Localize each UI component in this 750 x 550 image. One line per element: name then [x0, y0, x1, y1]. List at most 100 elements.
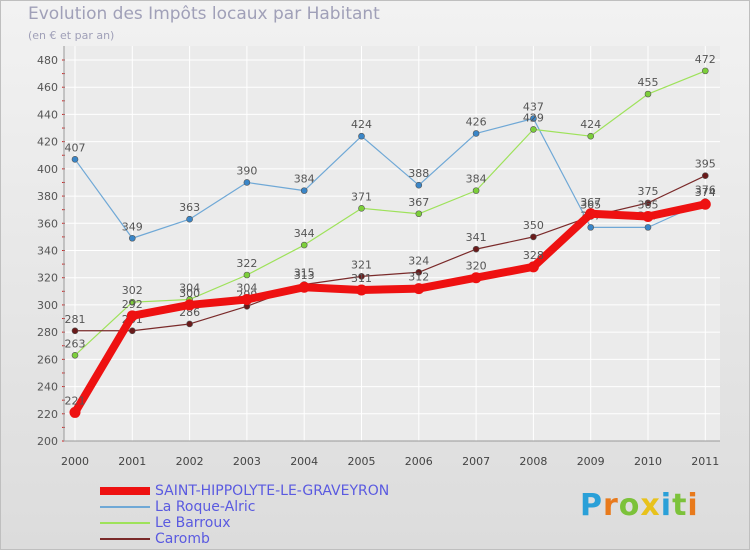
- x-tick-label: 2004: [290, 455, 318, 468]
- data-point: [243, 179, 251, 186]
- data-label: 388: [408, 167, 429, 180]
- data-point: [129, 234, 136, 242]
- data-label: 304: [236, 281, 257, 294]
- y-tick-label: 360: [37, 217, 58, 230]
- logo-letter: i: [687, 488, 699, 523]
- data-point: [530, 233, 537, 241]
- y-tick-label: 440: [37, 108, 58, 121]
- legend-swatch: [100, 487, 150, 495]
- data-point: [241, 293, 253, 305]
- plot-area: [64, 46, 720, 441]
- data-point: [413, 283, 425, 295]
- data-label: 328: [523, 249, 544, 262]
- x-tick-label: 2001: [118, 455, 146, 468]
- legend-swatch: [100, 522, 150, 524]
- series-line: [74, 117, 706, 239]
- data-point: [587, 132, 595, 140]
- data-point: [356, 284, 367, 296]
- y-tick-label: 260: [37, 353, 58, 366]
- data-point: [644, 90, 652, 98]
- data-label: 429: [523, 111, 544, 124]
- data-label: 321: [351, 258, 372, 271]
- data-point: [358, 273, 365, 280]
- x-tick-label: 2009: [577, 455, 605, 468]
- logo-letter: P: [580, 488, 603, 523]
- data-point: [527, 261, 539, 273]
- data-label: 304: [179, 281, 200, 294]
- data-label: 312: [408, 271, 429, 284]
- data-label: 424: [351, 118, 372, 131]
- data-label: 371: [351, 190, 372, 203]
- data-label: 350: [523, 219, 544, 232]
- legend-label: SAINT-HIPPOLYTE-LE-GRAVEYRON: [155, 483, 390, 499]
- data-label: 375: [638, 185, 659, 198]
- data-point: [358, 205, 365, 212]
- data-point: [701, 67, 709, 75]
- logo-letter: r: [603, 488, 619, 523]
- data-point: [587, 224, 595, 231]
- data-label: 367: [580, 196, 601, 209]
- data-point: [71, 351, 79, 359]
- data-label: 367: [408, 196, 429, 209]
- data-label: 341: [466, 231, 487, 244]
- x-tick-label: 2000: [61, 455, 89, 468]
- y-tick-label: 340: [37, 245, 58, 258]
- data-point: [298, 281, 310, 293]
- data-point: [530, 126, 537, 133]
- series-line: [74, 70, 706, 356]
- data-label: 374: [695, 186, 716, 199]
- proxiti-logo: Proxiti: [580, 488, 699, 523]
- y-tick-label: 460: [37, 81, 58, 94]
- data-point: [71, 327, 79, 335]
- y-tick-label: 240: [37, 381, 58, 394]
- y-tick-label: 320: [37, 272, 58, 285]
- chart-subtitle: (en € et par an): [28, 29, 115, 42]
- data-label: 300: [179, 287, 200, 300]
- data-point: [300, 187, 308, 194]
- data-point: [126, 310, 138, 322]
- data-label: 315: [294, 267, 315, 280]
- data-label: 472: [695, 53, 716, 66]
- y-tick-label: 280: [37, 326, 58, 339]
- data-label: 302: [122, 284, 143, 297]
- x-tick-label: 2003: [233, 455, 261, 468]
- x-tick-label: 2008: [519, 455, 547, 468]
- data-point: [530, 115, 537, 122]
- data-point: [644, 224, 652, 231]
- data-point: [699, 198, 711, 210]
- data-label: 407: [65, 141, 86, 154]
- data-point: [585, 208, 597, 220]
- legend-label: Caromb: [155, 531, 210, 547]
- logo-letter: i: [660, 488, 673, 523]
- data-label: 263: [65, 337, 86, 350]
- y-tick-label: 400: [37, 163, 58, 176]
- x-tick-label: 2010: [634, 455, 662, 468]
- data-label: 320: [466, 260, 487, 273]
- legend-swatch: [100, 538, 150, 540]
- y-tick-label: 300: [37, 299, 58, 312]
- data-label: 365: [580, 198, 601, 211]
- logo-letter: t: [672, 488, 688, 523]
- series-line: [71, 200, 710, 417]
- logo-letter: o: [618, 488, 641, 523]
- data-label: 311: [351, 272, 372, 285]
- legend-label: Le Barroux: [155, 515, 231, 531]
- data-point: [184, 299, 196, 311]
- data-point: [472, 187, 480, 194]
- data-label: 455: [638, 76, 659, 89]
- y-tick-label: 200: [37, 435, 58, 448]
- data-point: [71, 156, 79, 163]
- data-label: 365: [638, 198, 659, 211]
- y-tick-label: 220: [37, 408, 58, 421]
- data-label: 424: [580, 118, 601, 131]
- data-label: 363: [179, 201, 200, 214]
- x-tick-label: 2007: [462, 455, 490, 468]
- data-label: 313: [294, 269, 315, 282]
- data-label: 376: [695, 184, 716, 197]
- data-point: [69, 406, 81, 418]
- data-label: 426: [466, 115, 487, 128]
- data-point: [186, 320, 193, 328]
- data-label: 384: [466, 173, 487, 186]
- data-point: [129, 327, 136, 335]
